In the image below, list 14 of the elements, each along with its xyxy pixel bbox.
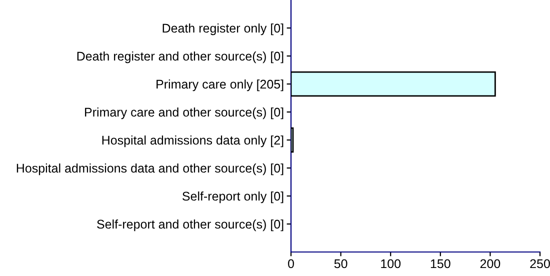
y-tick-label: Hospital admissions data only [2] bbox=[102, 135, 284, 148]
x-tick-label: 100 bbox=[381, 259, 401, 268]
y-tick-label: Death register only [0] bbox=[162, 23, 284, 36]
y-tick-label: Self-report and other source(s) [0] bbox=[97, 219, 284, 232]
y-tick-label: Death register and other source(s) [0] bbox=[77, 51, 284, 64]
x-tick-label: 0 bbox=[288, 259, 294, 268]
y-tick-label: Primary care only [205] bbox=[156, 79, 284, 92]
y-tick-label: Hospital admissions data and other source(s) [0] bbox=[16, 163, 284, 176]
x-tick-label: 200 bbox=[480, 259, 500, 268]
y-tick-label: Self-report only [0] bbox=[182, 191, 284, 204]
y-tick-label: Primary care and other source(s) [0] bbox=[85, 107, 284, 120]
x-tick-label: 150 bbox=[430, 259, 450, 268]
x-tick-label: 250 bbox=[530, 259, 550, 268]
x-tick-label: 50 bbox=[334, 259, 348, 268]
